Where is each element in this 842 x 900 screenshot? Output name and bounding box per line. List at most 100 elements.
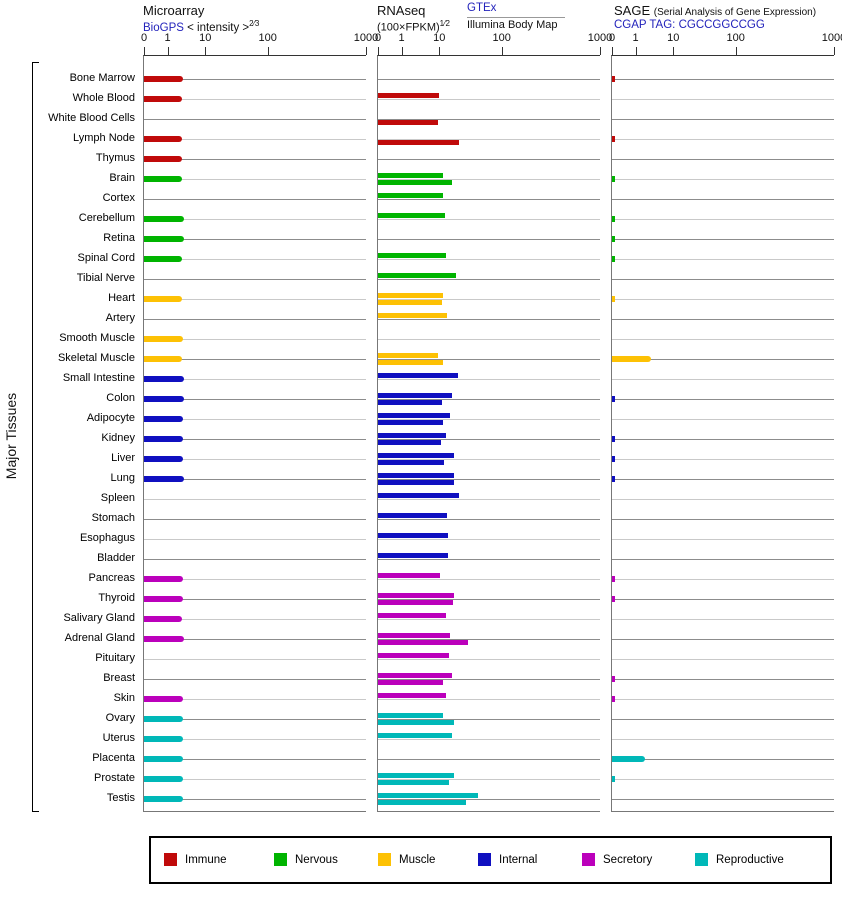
row-grid-line (144, 79, 366, 80)
microarray-bar (144, 256, 183, 262)
microarray-bar (144, 636, 184, 642)
microarray-subtitle: < intensity > (187, 21, 250, 34)
rnaseq-gtex-bar (378, 453, 455, 458)
tissue-label: Cortex (102, 192, 135, 204)
legend-label: Immune (185, 854, 227, 866)
rnaseq-gtex-bar (378, 413, 451, 418)
tissue-label: Artery (105, 312, 135, 324)
row-grid-line (612, 659, 834, 660)
axis-tick (635, 47, 637, 55)
rnaseq-illumina-bar (378, 720, 454, 725)
row-grid-line (144, 259, 366, 260)
row-grid-line (144, 699, 366, 700)
microarray-bar (144, 716, 184, 722)
microarray-bar (144, 776, 183, 782)
gtex-link[interactable]: GTEx (467, 2, 497, 14)
legend-label: Nervous (295, 854, 338, 866)
row-grid-line (144, 299, 366, 300)
microarray-bar (144, 616, 183, 622)
rnaseq-gtex-bar (378, 613, 446, 618)
axis-tick (834, 47, 835, 55)
microarray-bar (144, 756, 183, 762)
axis-tick-label: 0 (140, 32, 148, 44)
legend-label: Reproductive (716, 854, 784, 866)
tissue-label: Lung (110, 472, 135, 484)
row-grid-line (144, 339, 366, 340)
tissue-label: Salivary Gland (63, 612, 135, 624)
microarray-bar (144, 436, 183, 442)
microarray-bar (144, 356, 183, 362)
biogps-link[interactable]: BioGPS (143, 21, 184, 34)
tissue-label: Small Intestine (62, 372, 135, 384)
axis-tick-label: 1 (398, 32, 405, 44)
cgap-link[interactable]: CGAP (614, 19, 647, 31)
rnaseq-gtex-bar (378, 633, 451, 638)
axis-tick (612, 47, 613, 55)
axis-tick-label: 0 (374, 32, 382, 44)
microarray-bar (144, 216, 184, 222)
rnaseq-illumina-bar (378, 140, 460, 145)
rnaseq-source-divider (467, 17, 565, 18)
tissue-label: Prostate (94, 772, 135, 784)
tissue-label: Testis (106, 792, 135, 804)
sage-bar (612, 776, 615, 782)
illumina-source-label: Illumina Body Map (467, 19, 558, 31)
tissue-label: Kidney (101, 432, 135, 444)
rnaseq-gtex-bar (378, 373, 459, 378)
row-grid-line (144, 279, 366, 280)
row-grid-line (378, 799, 600, 800)
row-grid-line (612, 719, 834, 720)
rnaseq-gtex-bar (378, 573, 440, 578)
legend-swatch (695, 853, 708, 866)
rnaseq-gtex-bar (378, 93, 440, 98)
row-grid-line (144, 799, 366, 800)
row-grid-line (612, 679, 834, 680)
row-grid-line (378, 639, 600, 640)
row-grid-line (612, 299, 834, 300)
sage-title-note: (Serial Analysis of Gene Expression) (653, 7, 817, 18)
legend-label: Muscle (399, 854, 436, 866)
microarray-bar (144, 176, 183, 182)
tissue-label: Bone Marrow (69, 72, 135, 84)
sage-bar (612, 476, 615, 482)
row-grid-line (378, 579, 600, 580)
row-grid-line (378, 499, 600, 500)
row-grid-line (144, 459, 366, 460)
axis-tick-label: 100 (258, 32, 277, 44)
row-grid-line (144, 359, 366, 360)
sage-bar (612, 236, 615, 242)
legend-swatch (274, 853, 287, 866)
row-grid-line (612, 279, 834, 280)
row-grid-line (612, 359, 834, 360)
rnaseq-gtex-bar (378, 393, 453, 398)
sage-title: SAGE (Serial Analysis of Gene Expression… (614, 3, 817, 18)
row-grid-line (612, 799, 834, 800)
tissue-label: Thymus (95, 152, 135, 164)
row-grid-line (144, 99, 366, 100)
microarray-bar (144, 476, 184, 482)
microarray-bar (144, 576, 183, 582)
y-axis-label: Major Tissues (3, 392, 19, 480)
row-grid-line (378, 419, 600, 420)
row-grid-line (612, 319, 834, 320)
row-grid-line (378, 439, 600, 440)
rnaseq-gtex-bar (378, 553, 449, 558)
row-grid-line (612, 439, 834, 440)
row-grid-line (612, 619, 834, 620)
axis-tick (673, 47, 675, 55)
tissue-bracket (32, 62, 39, 812)
row-grid-line (378, 259, 600, 260)
row-grid-line (144, 619, 366, 620)
rnaseq-gtex-bar (378, 653, 450, 658)
sage-bar (612, 76, 615, 82)
rnaseq-gtex-bar (378, 433, 446, 438)
row-grid-line (378, 399, 600, 400)
row-grid-line (612, 339, 834, 340)
axis-tick (144, 47, 145, 55)
microarray-bar (144, 296, 183, 302)
microarray-bar (144, 156, 183, 162)
axis-tick-label: 1000 (587, 32, 613, 44)
row-grid-line (612, 139, 834, 140)
row-grid-line (612, 599, 834, 600)
